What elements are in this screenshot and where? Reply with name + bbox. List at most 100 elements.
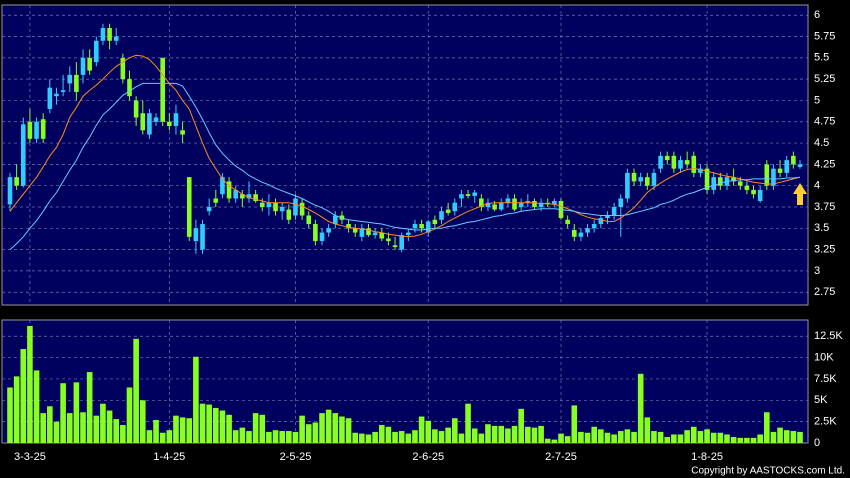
volume-bar — [27, 325, 33, 443]
volume-bar — [385, 426, 392, 443]
candle-body — [698, 168, 703, 173]
volume-bar — [33, 370, 40, 443]
volume-bar — [398, 431, 405, 443]
volume-bar — [710, 432, 717, 443]
volume-bar — [219, 410, 226, 443]
candle-body — [465, 194, 471, 196]
candle-body — [425, 221, 431, 233]
candle-body — [233, 189, 239, 199]
volume-bar — [425, 420, 432, 443]
volume-bar — [770, 431, 777, 443]
candle-body — [591, 224, 597, 229]
candle-body — [479, 198, 484, 207]
volume-bar — [764, 412, 770, 443]
volume-bar — [458, 433, 465, 443]
candle-body — [240, 194, 245, 199]
volume-bar — [471, 428, 478, 443]
x-tick-label: 1-8-25 — [691, 451, 723, 463]
candle-body — [200, 224, 205, 250]
candle-body — [366, 228, 371, 236]
moving-average-line — [9, 54, 801, 238]
candle-body — [658, 155, 663, 169]
y-tick-label: 3.5 — [814, 222, 829, 234]
candle-body — [94, 40, 99, 63]
candle-body — [399, 235, 404, 250]
candle-body — [133, 100, 139, 118]
volume-bar — [80, 412, 86, 443]
candle-body — [791, 155, 796, 165]
candle-body — [625, 172, 630, 199]
candle-body — [286, 209, 292, 220]
volume-bar — [604, 432, 611, 443]
candle-body — [54, 93, 59, 97]
volume-bar — [246, 431, 252, 443]
candle-body — [611, 206, 617, 216]
volume-bar — [485, 424, 491, 443]
candle-body — [87, 57, 92, 71]
candle-body — [412, 224, 418, 229]
candle-body — [406, 232, 411, 236]
candle-body — [147, 113, 152, 135]
candle-body — [372, 232, 378, 236]
y-tick-label: 5.5 — [814, 52, 829, 64]
candle-body — [259, 202, 265, 207]
moving-average-line — [9, 82, 801, 250]
candle-body — [731, 177, 736, 182]
volume-bar — [60, 383, 66, 443]
candle-body — [565, 219, 570, 225]
candle-body — [293, 198, 298, 216]
y-tick-label: 2.5K — [814, 416, 837, 428]
y-tick-label: 5.25 — [814, 73, 835, 85]
volume-bar — [392, 431, 398, 443]
arrow-icon — [793, 183, 807, 205]
volume-bar — [644, 417, 651, 443]
candle-body — [419, 224, 424, 229]
candle-body — [326, 228, 331, 233]
y-tick-label: 6 — [814, 9, 820, 21]
volume-bar — [352, 432, 359, 443]
y-tick-label: 0 — [814, 437, 820, 449]
candle-body — [532, 201, 537, 207]
candle-body — [386, 238, 391, 242]
candle-body — [684, 160, 690, 165]
candle-body — [711, 177, 716, 190]
volume-bar — [578, 431, 584, 443]
candle-body — [771, 168, 776, 186]
candle-body — [313, 224, 318, 242]
volume-bar — [266, 431, 272, 443]
candle-body — [598, 218, 604, 225]
candle-body — [578, 232, 584, 237]
volume-bar — [305, 424, 312, 443]
x-tick-label: 3-3-25 — [14, 451, 46, 463]
candle-body — [618, 198, 624, 207]
volume-bar — [478, 433, 485, 443]
candle-body — [605, 215, 610, 219]
y-tick-label: 4.25 — [814, 158, 835, 170]
volume-bar — [47, 406, 53, 443]
volume-bar — [93, 415, 100, 443]
candle-body — [472, 192, 478, 196]
candle-body — [47, 87, 53, 109]
volume-bar — [193, 356, 199, 443]
volume-bar — [737, 437, 744, 443]
candle-body — [113, 36, 119, 41]
candle-body — [226, 181, 232, 199]
candle-body — [571, 230, 577, 237]
candle-body — [34, 121, 39, 139]
volume-bar — [73, 382, 80, 443]
candle-body — [40, 119, 46, 139]
volume-bar — [558, 433, 564, 443]
y-tick-label: 3 — [814, 265, 820, 277]
volume-bar — [412, 430, 418, 443]
candle-body — [180, 130, 185, 135]
candle-body — [74, 74, 79, 92]
volume-bar — [212, 407, 219, 443]
candle-body — [485, 202, 491, 207]
y-tick-label: 5.75 — [814, 30, 835, 42]
candle-body — [764, 164, 770, 186]
y-tick-label: 3.75 — [814, 201, 835, 213]
volume-bar — [40, 413, 46, 443]
volume-bar — [126, 387, 133, 443]
volume-bar — [199, 403, 206, 443]
volume-bar — [730, 437, 737, 443]
